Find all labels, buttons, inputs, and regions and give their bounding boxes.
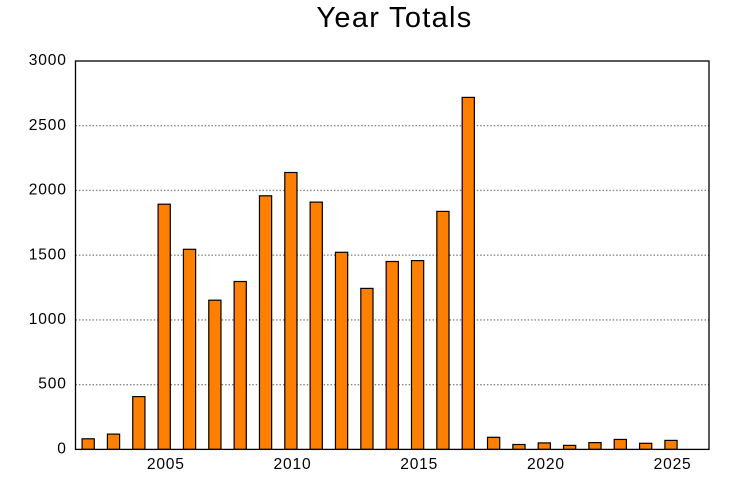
svg-text:1500: 1500: [29, 246, 67, 263]
svg-text:2500: 2500: [29, 117, 67, 134]
svg-text:500: 500: [38, 376, 66, 393]
svg-text:2025: 2025: [654, 456, 692, 473]
svg-text:2020: 2020: [527, 456, 565, 473]
svg-text:2000: 2000: [29, 182, 67, 199]
svg-text:Year Totals: Year Totals: [316, 2, 472, 34]
svg-text:2010: 2010: [274, 456, 312, 473]
svg-text:0: 0: [57, 440, 66, 457]
svg-text:2015: 2015: [400, 456, 438, 473]
svg-text:1000: 1000: [29, 311, 67, 328]
svg-text:2005: 2005: [147, 456, 185, 473]
svg-text:3000: 3000: [29, 52, 67, 69]
